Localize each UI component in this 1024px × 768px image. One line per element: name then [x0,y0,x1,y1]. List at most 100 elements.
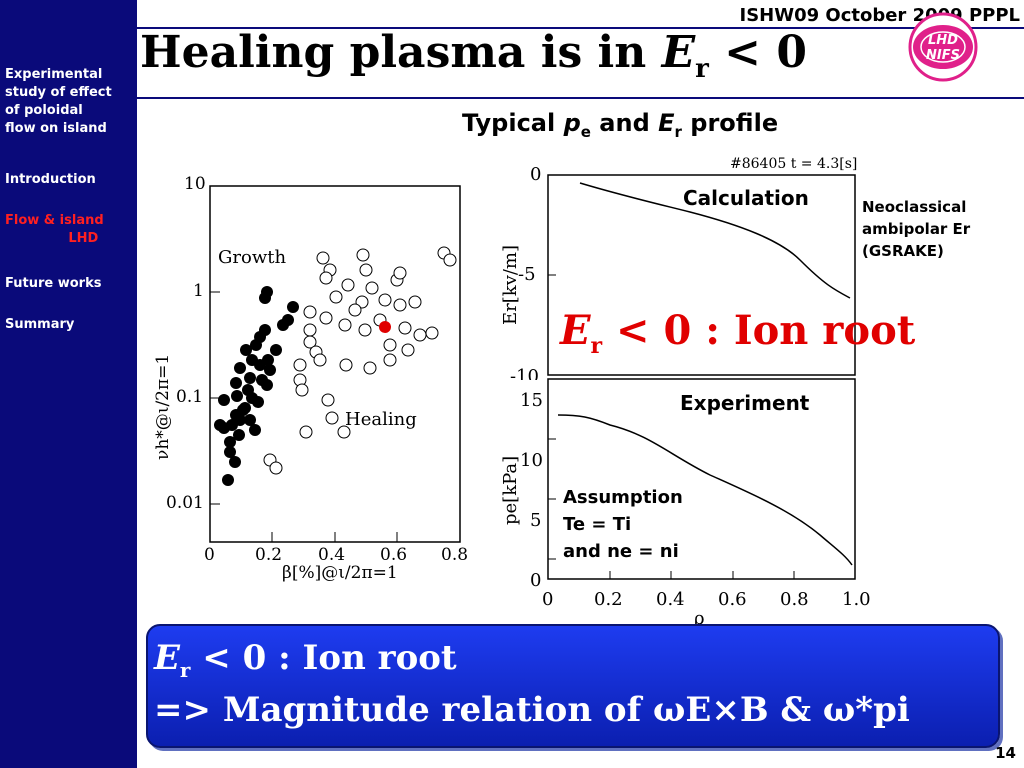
growth-point [252,396,264,408]
subtitle-p: p [563,109,581,137]
sidebar-item-introduction[interactable]: Introduction [5,172,96,187]
scatter-y-label: νh*@ι/2π=1 [153,354,173,460]
sidebar-item-future-works[interactable]: Future works [5,276,102,291]
growth-point [259,292,271,304]
assumption-line1: Te = Ti [563,514,631,535]
pe-plot: Experiment Assumption Te = Ti and ne = n… [500,378,871,625]
healing-point [341,278,355,292]
pe-y-tick-0: 0 [530,570,541,591]
header-rule-bottom [137,97,1024,99]
neo-line3: (GSRAKE) [862,242,944,260]
growth-point [222,474,234,486]
calculation-label: Calculation [683,186,809,210]
healing-point [293,358,307,372]
growth-point [287,301,299,313]
ion-root-e: E [560,307,591,354]
healing-point [339,358,353,372]
pe-y-tick-5: 5 [530,510,541,531]
ion-root-text: < 0 : Ion root [602,307,916,354]
sidebar-item-summary[interactable]: Summary [5,317,75,332]
scatter-x-tick-0.2: 0.2 [255,545,282,565]
healing-point [319,271,333,285]
growth-point [264,364,276,376]
summary-line1: Er < 0 : Ion root [154,638,457,682]
neoclassical-note: Neoclassical ambipolar Er (GSRAKE) [862,196,970,262]
scatter-plot: Growth Healing β[%]@ι/2π=1 νh*@ι/2π=1 10… [153,174,468,583]
pe-x-label: ρ [694,608,705,625]
healing-point [383,353,397,367]
summary-e-sub: r [179,657,191,682]
growth-point [244,414,256,426]
healing-point [299,425,313,439]
growth-point [224,436,236,448]
scatter-x-tick-0.6: 0.6 [380,545,407,565]
sidebar: Experimental study of effect of poloidal… [0,0,137,768]
healing-point [303,305,317,319]
healing-point [356,248,370,262]
healing-point [443,253,457,267]
sidebar-item-flow-island[interactable]: Flow & island LHD [5,213,104,246]
neo-line1: Neoclassical [862,198,967,216]
growth-point [229,456,241,468]
growth-point [250,339,262,351]
sidebar-item-experimental-study[interactable]: Experimental study of effect of poloidal… [5,67,112,136]
header-rule-top [137,27,1024,29]
growth-point [233,429,245,441]
healing-point [338,318,352,332]
assumption-label: Assumption [563,487,683,508]
healing-point [337,425,351,439]
healing-point [365,281,379,295]
growth-point [277,319,289,331]
healing-point [363,361,377,375]
page-title: Healing plasma is in Er < 0 [140,28,807,94]
er-curve [579,182,851,299]
healing-point [408,295,422,309]
growth-point [249,424,261,436]
pe-y-tick-15: 15 [520,390,543,411]
healing-point [321,393,335,407]
scatter-frame [209,185,461,543]
healing-point [329,290,343,304]
healing-point [358,323,372,337]
healing-point [393,266,407,280]
healing-point [295,383,309,397]
scatter-x-tick-0: 0 [204,545,215,565]
healing-legend-marker [325,411,339,425]
subtitle-p-sub: e [580,122,591,141]
growth-point [262,354,274,366]
shot-label: #86405 t = 4.3[s] [730,156,857,172]
er-y-tick-0: 0 [530,164,541,185]
healing-point [378,293,392,307]
growth-point [239,402,251,414]
pe-x-tick-0.2: 0.2 [594,589,623,610]
ion-root-sub: r [590,333,603,359]
pe-curve [557,414,853,566]
pe-y-label: pe[kPa] [500,456,521,525]
er-y-tick-minus10: -10 [510,366,539,380]
healing-point [316,251,330,265]
subtitle-pre: Typical [462,109,564,137]
scatter-y-tick-1: 1 [193,281,204,301]
healing-point [393,298,407,312]
subtitle-and: and [590,109,659,137]
growth-point [256,374,268,386]
scatter-y-tick-0.01: 0.01 [166,493,204,513]
healing-point [383,338,397,352]
pe-x-tick-0.6: 0.6 [718,589,747,610]
er-plot: #86405 t = 4.3[s] Calculation 0 -5 -10 E… [500,156,857,380]
lhd-nifs-logo: LHD NIFS [908,12,978,82]
subtitle-post: profile [681,109,779,137]
healing-label: Healing [345,409,417,430]
pe-x-tick-0.8: 0.8 [780,589,809,610]
title-e: E [661,27,696,78]
scatter-y-tick-0.1: 0.1 [176,387,203,407]
er-y-tick-minus5: -5 [518,264,536,285]
growth-point [270,344,282,356]
profile-subtitle: Typical pe and Er profile [462,109,778,141]
growth-label: Growth [218,247,286,268]
scatter-x-tick-0.8: 0.8 [441,545,468,565]
page-number: 14 [995,744,1016,762]
highlight-point [379,321,391,333]
pe-y-tick-10: 10 [520,450,543,471]
pe-frame [547,378,856,580]
